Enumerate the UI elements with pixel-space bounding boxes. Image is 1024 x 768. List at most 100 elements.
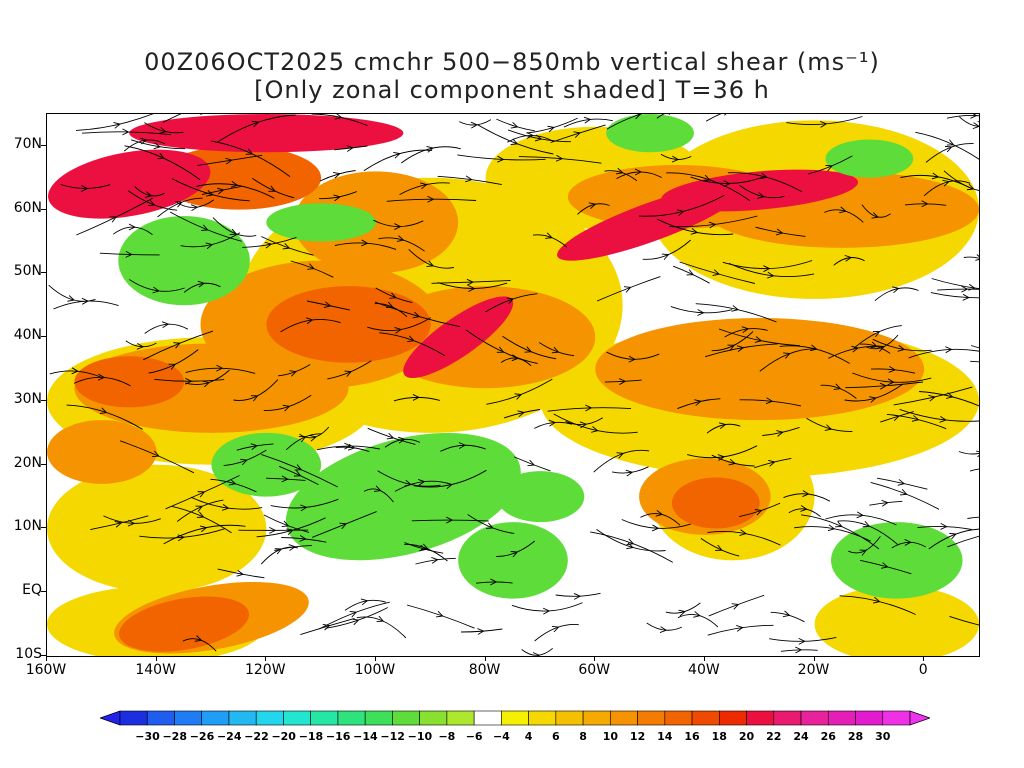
streamline [210,478,257,493]
jet-core-region [129,114,404,153]
streamline [770,611,805,623]
streamline [60,184,111,189]
colorbar-label: 10 [602,730,618,743]
streamline [877,477,928,490]
streamline-arrow [844,254,853,262]
streamline-arrow [497,155,505,163]
streamline [848,536,881,554]
streamline-arrow [250,395,259,402]
streamline [440,444,486,452]
streamline-arrow [616,452,625,459]
streamline-arrow [466,278,474,286]
streamline [500,357,532,367]
streamline [281,537,327,543]
y-tick-mark [41,399,46,401]
streamline [837,520,898,545]
y-tick-label: 40N [13,327,42,344]
streamline-arrow [966,183,975,191]
streamline [261,453,339,488]
streamline-arrow [835,521,843,528]
streamline [278,465,319,486]
streamline [507,129,571,143]
streamline [727,172,803,193]
streamline-arrow [879,382,888,390]
streamline [507,134,555,143]
streamline-arrow [394,326,402,334]
streamline-arrow [862,520,871,528]
streamline [518,156,602,164]
streamline-arrow [551,625,560,633]
streamline [646,622,682,631]
x-tick-label: 60W [578,662,611,678]
y-tick-label: 10S [15,646,42,662]
streamline [162,114,182,123]
streamline-arrow [190,204,199,212]
streamline [853,325,902,349]
streamline [947,535,979,548]
streamline [677,614,719,628]
streamline-arrow [532,652,541,656]
streamline-arrow [225,157,233,165]
streamline [861,204,891,218]
streamline [437,175,502,186]
streamline-arrow [307,263,315,270]
streamline [928,528,979,550]
streamline [467,514,515,534]
streamline-arrow [194,635,203,642]
streamline-arrow [435,610,444,618]
streamline-arrow [468,285,476,292]
streamline-arrow [869,396,877,403]
streamline-arrow [548,419,557,427]
streamline [839,595,916,615]
streamline-arrow [421,543,429,550]
colorbar-swatch [174,710,203,726]
streamline-arrow [534,134,543,142]
streamline-arrow [671,155,680,163]
streamline [704,343,778,358]
streamline-arrow [97,373,106,381]
colorbar-label: 30 [875,730,891,743]
streamline-arrow [251,120,260,128]
streamline [261,236,314,256]
streamline [534,421,573,429]
x-tick-mark [46,656,47,661]
streamline-arrow [393,151,401,159]
strong-shear-region [266,286,431,363]
streamline [49,370,103,378]
streamline-arrow [517,410,525,418]
streamline [180,232,241,248]
x-tick-label: 80W [468,662,501,678]
streamline-arrow [972,122,979,130]
colorbar-swatch [855,710,884,726]
streamline-arrow [782,610,791,618]
streamline [852,372,932,383]
streamline [538,342,575,357]
streamline [142,330,214,361]
streamline [707,624,774,636]
colorbar-label: −12 [380,730,405,743]
streamline-arrow [351,618,360,626]
streamline [679,261,756,284]
streamline-arrow [289,370,297,377]
streamline-arrow [775,228,784,236]
streamline [899,408,979,422]
streamline [904,203,947,206]
streamline [886,413,947,430]
streamline-arrow [897,345,906,352]
streamline [285,433,322,451]
colorbar-swatch [419,710,448,726]
streamline-arrow [859,549,868,556]
streamline [565,417,604,426]
streamline-arrow [348,443,356,451]
streamline-arrow [144,191,153,198]
streamline [496,540,536,557]
streamline-arrow [152,450,160,457]
streamline [408,248,455,269]
colorbar-swatch [528,710,557,726]
streamline [496,118,535,132]
streamline-arrow [465,175,473,183]
colorbar-label: 18 [711,730,727,743]
streamline [820,384,857,399]
streamline-arrow [962,293,970,301]
shear-field-map [47,114,979,656]
